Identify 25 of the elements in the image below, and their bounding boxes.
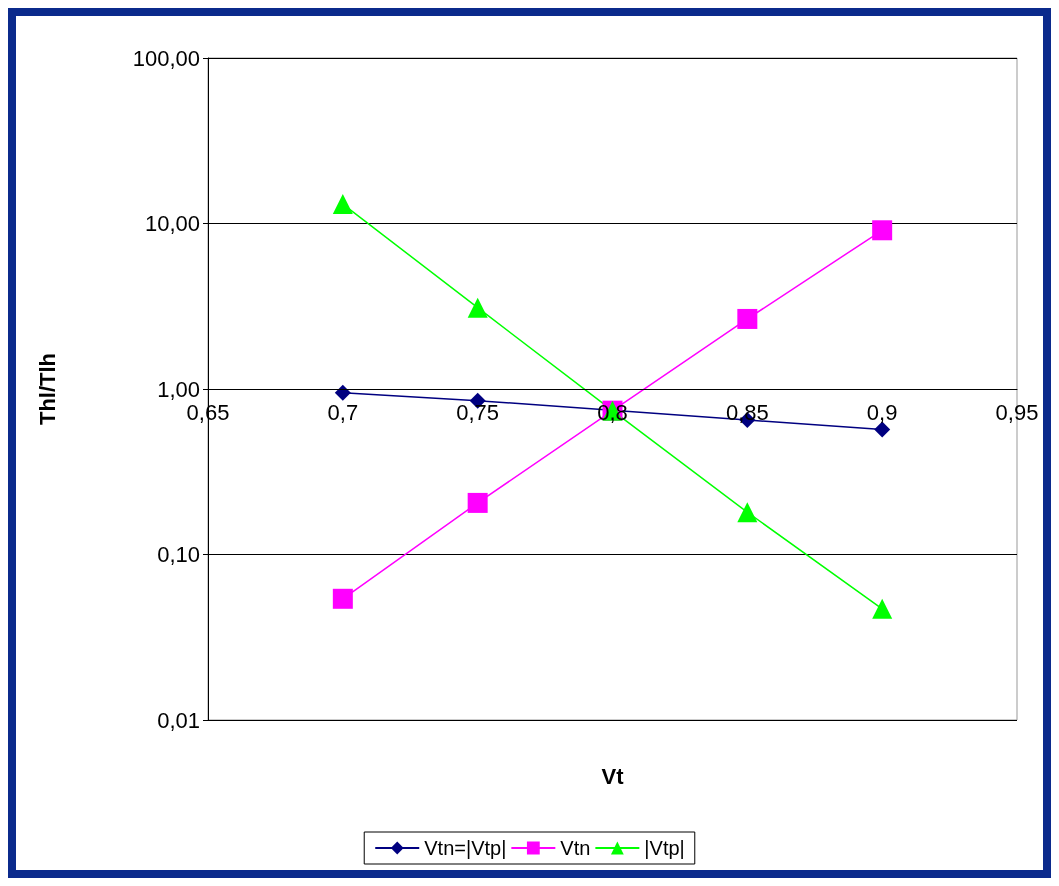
y-tick-label: 100,00 [132, 45, 200, 71]
y-tick-label: 10,00 [144, 211, 200, 236]
y-tick-label: 1,00 [157, 376, 200, 402]
x-axis-title: Vt [601, 763, 625, 789]
point [334, 384, 351, 401]
legend-label: |Vtp| [644, 837, 685, 859]
point [332, 588, 353, 609]
legend-label: Vtn [560, 837, 591, 859]
x-tick-label: 0,85 [725, 399, 769, 425]
point [467, 297, 488, 318]
x-tick-label: 0,7 [327, 399, 359, 425]
y-tick-label: 0,10 [157, 542, 200, 567]
legend-label: Vtn=|Vtp| [424, 837, 507, 859]
point [737, 502, 758, 523]
point [737, 308, 758, 329]
x-tick-label: 0,75 [456, 399, 500, 425]
x-tick-label: 0,95 [995, 399, 1039, 425]
y-axis-title: Thl/Tlh [34, 352, 60, 426]
y-tick-label: 0,01 [157, 707, 200, 733]
point [467, 492, 488, 513]
point [332, 194, 353, 215]
point [872, 220, 893, 241]
x-tick-label: 0,8 [597, 399, 628, 425]
point [872, 598, 893, 619]
x-tick-label: 0,9 [866, 399, 898, 425]
